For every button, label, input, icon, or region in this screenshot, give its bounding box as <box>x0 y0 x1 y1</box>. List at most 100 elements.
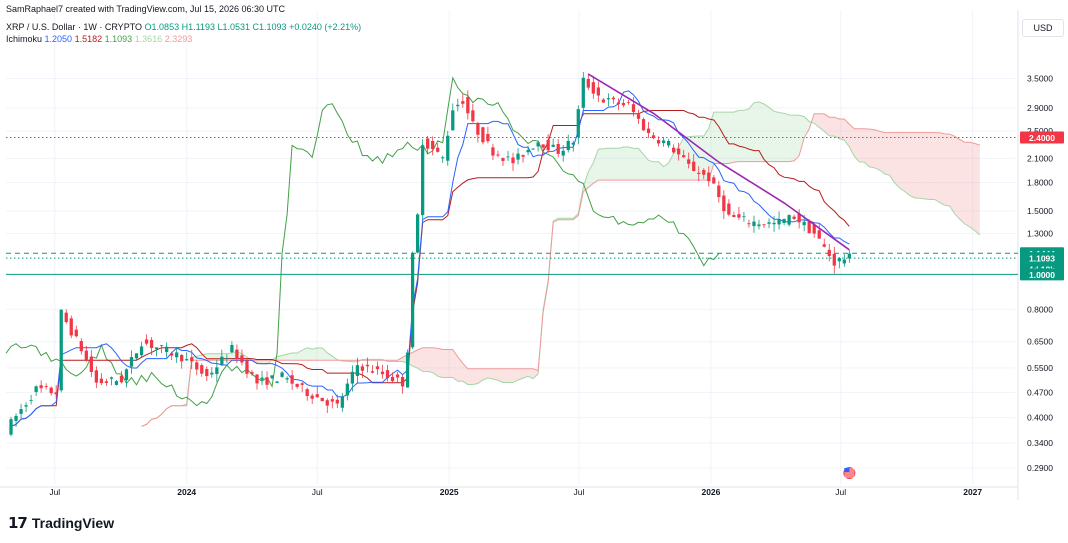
candle[interactable] <box>772 216 776 232</box>
candle[interactable] <box>682 149 686 159</box>
candle[interactable] <box>124 368 129 388</box>
candle[interactable] <box>566 134 570 153</box>
candle[interactable] <box>506 150 510 161</box>
candle[interactable] <box>742 211 746 222</box>
candle[interactable] <box>69 315 73 339</box>
candle[interactable] <box>596 81 600 103</box>
candle[interactable] <box>114 379 119 386</box>
candle[interactable] <box>39 380 43 393</box>
candle[interactable] <box>355 357 360 384</box>
candle[interactable] <box>170 351 174 361</box>
candle[interactable] <box>385 364 390 382</box>
candle[interactable] <box>692 154 696 172</box>
candle[interactable] <box>9 416 13 437</box>
candle[interactable] <box>79 338 83 355</box>
candle[interactable] <box>817 224 821 239</box>
candle[interactable] <box>847 250 851 263</box>
candle[interactable] <box>165 342 169 358</box>
candle[interactable] <box>822 238 826 248</box>
candle[interactable] <box>275 380 279 384</box>
candle[interactable] <box>501 157 505 166</box>
candle[interactable] <box>295 383 299 389</box>
candle[interactable] <box>210 367 214 378</box>
candle[interactable] <box>551 138 555 147</box>
candle[interactable] <box>240 349 244 366</box>
candle[interactable] <box>89 349 93 377</box>
candle[interactable] <box>250 369 254 376</box>
candle[interactable] <box>84 345 88 362</box>
candle[interactable] <box>672 144 676 154</box>
candle[interactable] <box>59 309 63 393</box>
candle[interactable] <box>49 386 53 396</box>
candle[interactable] <box>611 96 616 104</box>
candle[interactable] <box>837 256 841 269</box>
candle[interactable] <box>345 378 349 401</box>
candle[interactable] <box>405 349 410 388</box>
candle[interactable] <box>471 103 475 123</box>
candle[interactable] <box>265 371 269 390</box>
candle[interactable] <box>797 209 801 229</box>
candle[interactable] <box>521 154 525 163</box>
symbol-name[interactable]: XRP / U.S. Dollar · 1W · CRYPTO <box>6 22 143 32</box>
candle[interactable] <box>641 117 646 132</box>
candle[interactable] <box>139 341 144 358</box>
candle[interactable] <box>34 385 38 397</box>
candle[interactable] <box>626 99 631 105</box>
candle[interactable] <box>496 150 500 158</box>
candle[interactable] <box>757 219 761 230</box>
candle[interactable] <box>245 357 249 379</box>
candle[interactable] <box>416 213 420 254</box>
candle[interactable] <box>185 352 189 361</box>
candle[interactable] <box>697 166 701 182</box>
candle[interactable] <box>481 126 485 145</box>
candle[interactable] <box>511 152 515 171</box>
candle[interactable] <box>476 121 480 143</box>
candle[interactable] <box>792 214 796 221</box>
candle[interactable] <box>310 393 314 404</box>
candle[interactable] <box>747 219 751 228</box>
candle[interactable] <box>159 345 164 354</box>
candle[interactable] <box>330 395 334 409</box>
candle[interactable] <box>325 398 329 413</box>
candle[interactable] <box>220 349 224 366</box>
candle[interactable] <box>270 375 274 380</box>
candle[interactable] <box>99 373 104 386</box>
candle[interactable] <box>109 376 114 386</box>
candle[interactable] <box>646 121 651 139</box>
candle[interactable] <box>260 370 264 386</box>
candle[interactable] <box>636 109 641 124</box>
candle[interactable] <box>832 246 836 274</box>
candle[interactable] <box>350 365 355 392</box>
candle[interactable] <box>380 364 385 379</box>
candle[interactable] <box>14 413 18 427</box>
candle[interactable] <box>581 72 585 116</box>
candle[interactable] <box>64 309 68 324</box>
candle[interactable] <box>707 166 711 187</box>
candle[interactable] <box>290 370 294 390</box>
candle[interactable] <box>24 402 28 413</box>
candle[interactable] <box>175 347 179 363</box>
candle[interactable] <box>687 152 691 169</box>
candle[interactable] <box>441 155 445 163</box>
candle[interactable] <box>255 373 259 390</box>
candle[interactable] <box>712 175 716 184</box>
candle[interactable] <box>456 98 460 112</box>
candle[interactable] <box>561 144 565 162</box>
candle[interactable] <box>235 344 239 364</box>
candle[interactable] <box>621 99 626 108</box>
candle[interactable] <box>421 139 425 220</box>
candle[interactable] <box>436 143 440 153</box>
candle[interactable] <box>74 325 78 338</box>
candle[interactable] <box>144 334 149 346</box>
candle[interactable] <box>762 223 766 229</box>
descending-trendline[interactable] <box>587 73 850 251</box>
candle[interactable] <box>516 148 520 165</box>
candle[interactable] <box>787 214 791 227</box>
candle[interactable] <box>571 140 575 152</box>
candle[interactable] <box>320 397 324 402</box>
candle[interactable] <box>54 385 58 399</box>
candle[interactable] <box>305 387 309 401</box>
candle[interactable] <box>737 206 741 221</box>
candle[interactable] <box>225 354 229 364</box>
